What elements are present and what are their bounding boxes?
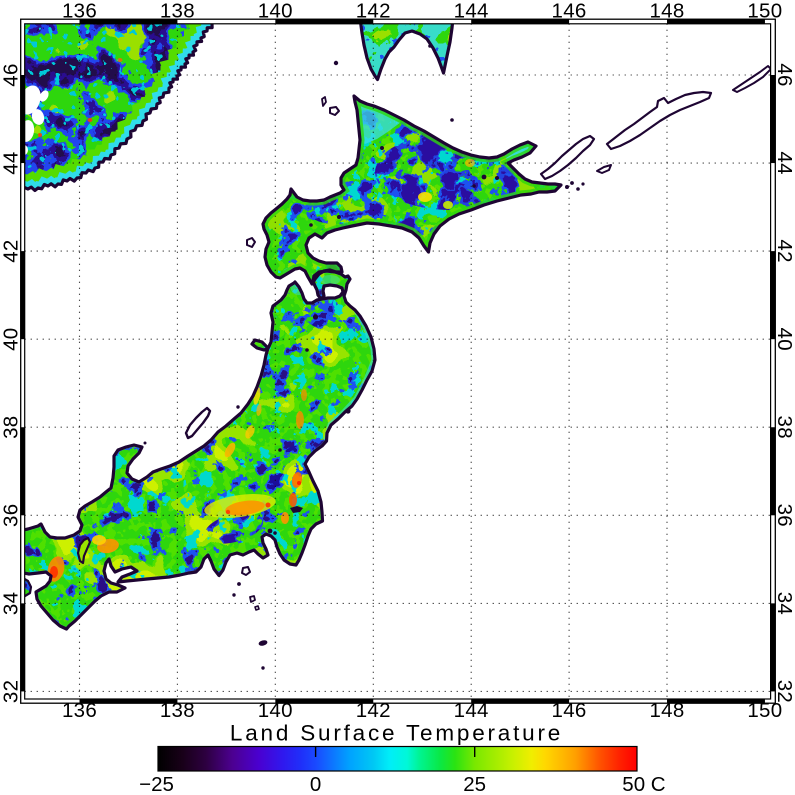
svg-text:146: 146 <box>552 0 587 23</box>
svg-text:140: 140 <box>258 0 293 23</box>
svg-text:25: 25 <box>463 773 486 795</box>
svg-text:0: 0 <box>310 773 321 795</box>
svg-text:142: 142 <box>356 0 391 23</box>
svg-text:38: 38 <box>773 415 795 438</box>
svg-text:38: 38 <box>0 415 23 438</box>
svg-text:144: 144 <box>454 699 489 722</box>
svg-text:150: 150 <box>747 699 782 722</box>
svg-text:32: 32 <box>0 680 23 703</box>
svg-text:36: 36 <box>773 504 795 527</box>
svg-text:142: 142 <box>356 699 391 722</box>
svg-text:50 C: 50 C <box>622 773 665 795</box>
svg-text:42: 42 <box>773 239 795 262</box>
svg-text:150: 150 <box>747 0 782 23</box>
svg-text:34: 34 <box>0 592 23 615</box>
svg-text:148: 148 <box>649 0 684 23</box>
svg-text:140: 140 <box>258 699 293 722</box>
svg-text:46: 46 <box>0 63 23 86</box>
svg-text:136: 136 <box>62 699 97 722</box>
svg-text:42: 42 <box>0 239 23 262</box>
svg-text:Land Surface Temperature: Land Surface Temperature <box>230 721 563 746</box>
svg-text:44: 44 <box>0 151 23 174</box>
svg-text:136: 136 <box>62 0 97 23</box>
svg-text:144: 144 <box>454 0 489 23</box>
svg-text:34: 34 <box>773 592 795 615</box>
svg-text:32: 32 <box>773 680 795 703</box>
svg-text:36: 36 <box>0 504 23 527</box>
svg-text:40: 40 <box>0 327 23 350</box>
svg-text:146: 146 <box>552 699 587 722</box>
svg-text:138: 138 <box>160 0 195 23</box>
svg-text:46: 46 <box>773 63 795 86</box>
svg-text:44: 44 <box>773 151 795 174</box>
svg-text:40: 40 <box>773 327 795 350</box>
svg-text:138: 138 <box>160 699 195 722</box>
svg-text:148: 148 <box>649 699 684 722</box>
svg-text:−25: −25 <box>139 773 174 795</box>
